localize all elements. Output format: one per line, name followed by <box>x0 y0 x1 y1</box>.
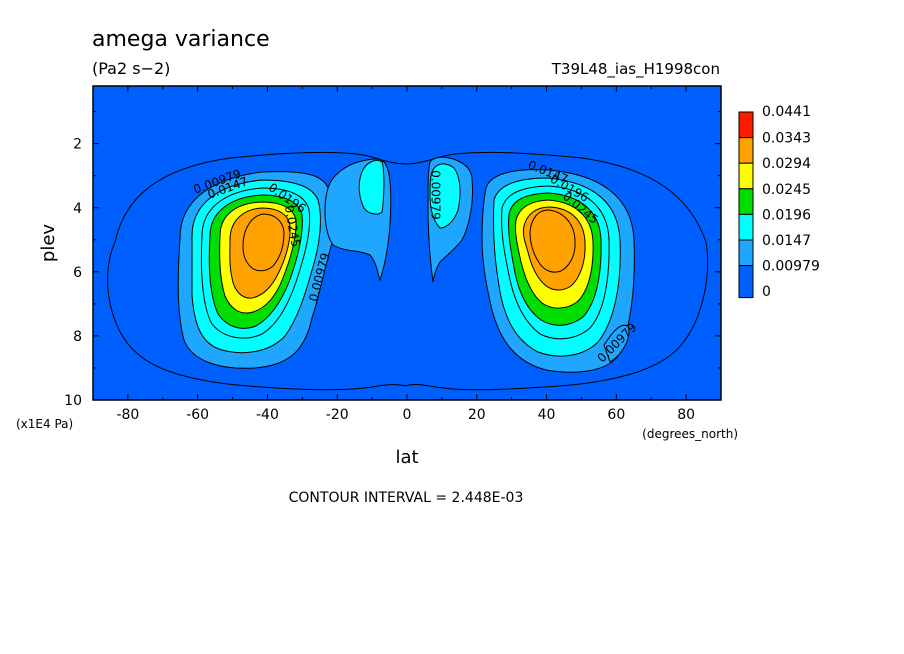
run-label: T39L48_ias_H1998con <box>551 60 720 79</box>
y-axis-title: plev <box>38 224 59 263</box>
contour-label: 0.00979 <box>428 170 442 220</box>
x-tick-label: 80 <box>677 407 695 423</box>
colorbar-swatch <box>738 162 754 190</box>
colorbar-swatch <box>738 265 754 299</box>
contour-field <box>93 86 721 400</box>
colorbar-label: 0 <box>762 284 771 300</box>
x-tick-label: -80 <box>116 407 139 423</box>
x-tick-label: 0 <box>403 407 412 423</box>
x-axis-units: (degrees_north) <box>642 427 738 441</box>
y-tick-label: 4 <box>73 201 82 217</box>
colorbar-label: 0.0343 <box>762 131 811 147</box>
colorbar-label: 0.0441 <box>762 104 811 120</box>
y-tick-label: 8 <box>73 329 82 345</box>
outer-contour <box>107 151 709 391</box>
y-axis-units: (x1E4 Pa) <box>16 417 73 431</box>
southern-lobe <box>177 171 335 369</box>
x-axis: -80 -60 -40 -20 0 20 40 60 80 <box>92 86 722 423</box>
colorbar-swatch <box>738 111 754 139</box>
colorbar-swatch <box>738 188 754 215</box>
x-tick-label: -60 <box>186 407 209 423</box>
y-tick-label: 2 <box>73 137 82 153</box>
contour-interval: CONTOUR INTERVAL = 2.448E-03 <box>289 490 524 506</box>
colorbar-swatch <box>738 137 754 164</box>
northern-lobe <box>481 169 635 373</box>
equatorial-structures <box>324 156 473 283</box>
x-tick-label: -40 <box>256 407 279 423</box>
colorbar-label: 0.00979 <box>762 259 820 275</box>
colorbar-swatch <box>738 239 754 267</box>
x-tick-label: 20 <box>468 407 486 423</box>
colorbar-label: 0.0196 <box>762 207 811 223</box>
x-axis-title: lat <box>395 447 418 468</box>
chart-units: (Pa2 s−2) <box>92 59 170 78</box>
colorbar-label: 0.0294 <box>762 156 811 172</box>
x-tick-label: -20 <box>326 407 349 423</box>
y-tick-label: 6 <box>73 265 82 281</box>
x-tick-label: 40 <box>538 407 556 423</box>
colorbar-swatch <box>738 213 754 241</box>
x-tick-label: 60 <box>607 407 625 423</box>
colorbar: 0.0441 0.0343 0.0294 0.0245 0.0196 0.0147 0.00… <box>738 104 820 300</box>
colorbar-label: 0.0147 <box>762 233 811 249</box>
y-axis: 2 4 6 8 10 <box>64 111 721 409</box>
colorbar-label: 0.0245 <box>762 182 811 198</box>
y-tick-label: 10 <box>64 393 82 409</box>
chart-title: amega variance <box>92 27 270 52</box>
